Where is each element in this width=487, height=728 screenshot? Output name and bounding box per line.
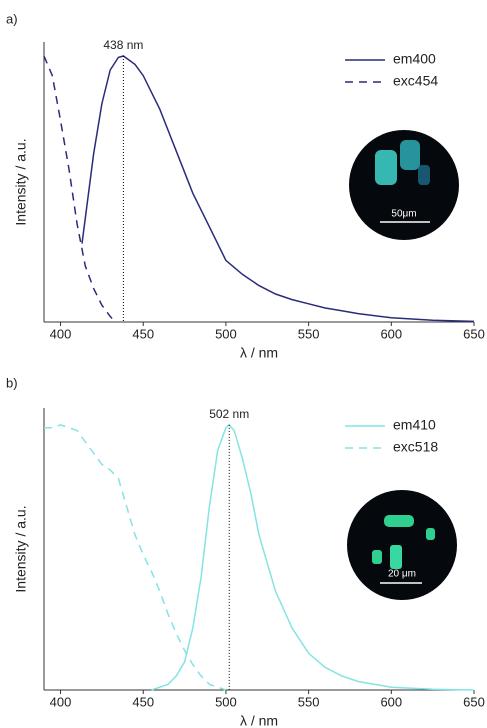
inset-image: [347, 490, 457, 600]
x-tick-label: 650: [463, 694, 485, 709]
series-line: [81, 55, 475, 323]
inset-b: [347, 490, 457, 600]
x-tick-label: 650: [463, 326, 485, 341]
x-tick-label: 450: [132, 326, 154, 341]
inset-scale-label: 20 μm: [388, 569, 416, 580]
y-axis-label: Intensity / a.u.: [13, 138, 29, 225]
peak-label: 502 nm: [209, 407, 249, 421]
x-tick-label: 550: [298, 326, 320, 341]
series-line: [44, 424, 227, 691]
x-tick-label: 500: [215, 694, 237, 709]
crystal: [418, 165, 430, 185]
x-tick-label: 400: [50, 326, 72, 341]
crystal: [375, 150, 397, 185]
crystal: [372, 550, 382, 564]
x-tick-label: 600: [380, 694, 402, 709]
panel-label: b): [6, 375, 18, 390]
series-line: [151, 423, 475, 691]
x-tick-label: 400: [50, 694, 72, 709]
x-tick-label: 450: [132, 694, 154, 709]
legend-label: exc518: [393, 439, 438, 455]
crystal: [426, 528, 435, 540]
y-axis-label: Intensity / a.u.: [13, 505, 29, 592]
inset-scale-label: 50μm: [391, 209, 416, 220]
crystal: [384, 515, 414, 527]
series-line: [43, 55, 116, 323]
panel-label: a): [6, 11, 18, 26]
legend-label: exc454: [393, 73, 438, 89]
legend-label: em410: [393, 417, 436, 433]
inset-a: [349, 130, 459, 240]
x-tick-label: 550: [298, 694, 320, 709]
x-tick-label: 500: [215, 326, 237, 341]
legend-label: em400: [393, 51, 436, 67]
crystal: [400, 140, 420, 170]
x-axis-label: λ / nm: [240, 713, 278, 728]
peak-label: 438 nm: [103, 38, 143, 52]
crystal: [390, 545, 402, 569]
x-axis-label: λ / nm: [240, 345, 278, 361]
x-tick-label: 600: [380, 326, 402, 341]
